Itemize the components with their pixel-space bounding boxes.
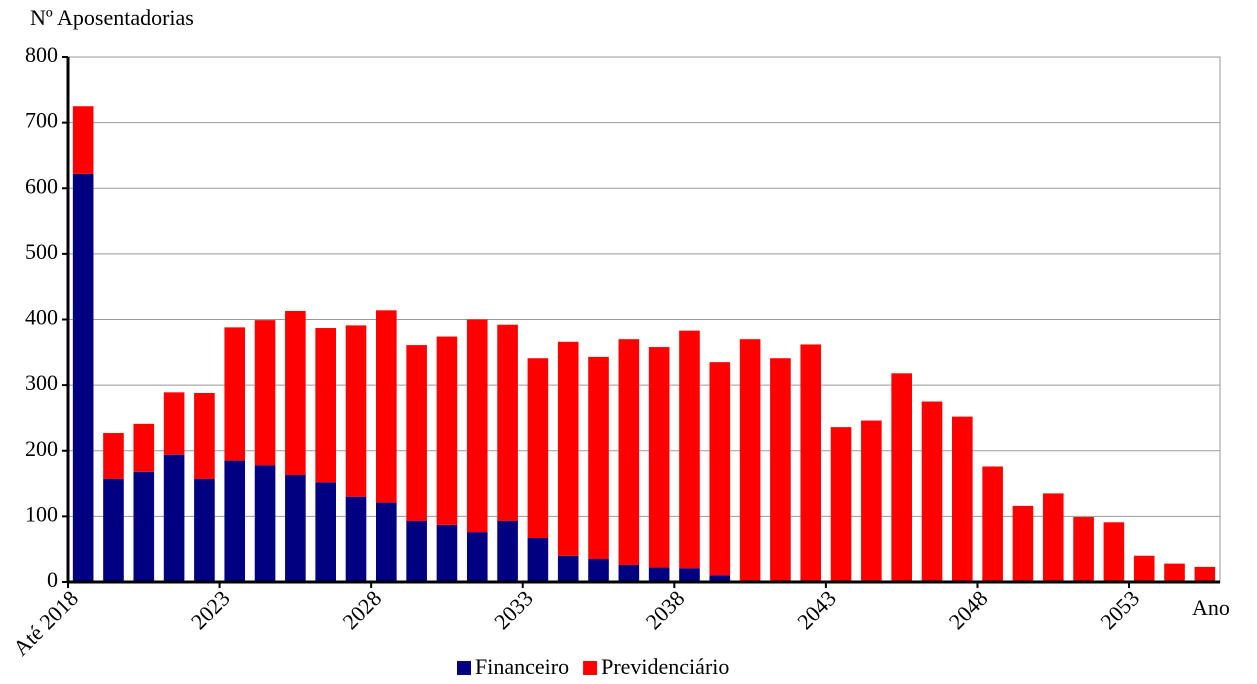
bar-segment <box>1073 517 1094 582</box>
y-tick-label: 400 <box>25 305 58 330</box>
legend-swatch <box>457 661 471 675</box>
legend-label: Financeiro <box>475 654 569 679</box>
bar-segment <box>254 320 276 466</box>
bar-segment <box>285 475 306 582</box>
bar-segment <box>557 555 579 582</box>
bar-segment <box>497 520 518 582</box>
x-tick-label: 2023 <box>186 585 235 634</box>
bar-segment <box>527 538 549 582</box>
bar-segment <box>466 319 488 533</box>
y-tick-label: 600 <box>25 173 58 198</box>
bar-segment <box>72 106 94 174</box>
x-tick-label: 2053 <box>1095 585 1144 634</box>
bar-segment <box>527 358 549 539</box>
bar-segment <box>679 330 700 569</box>
bar-segment <box>891 373 912 582</box>
bar-segment <box>1103 522 1125 582</box>
bar-segment <box>1164 563 1185 582</box>
bar-segment <box>285 310 306 476</box>
bar-segment <box>709 362 731 576</box>
bar-segment <box>830 427 852 582</box>
bar-segment <box>194 393 215 479</box>
bar-segment <box>770 358 791 582</box>
bar-segment <box>224 327 246 461</box>
bar-segment <box>739 339 761 582</box>
bar-segment <box>1133 555 1155 582</box>
y-tick-label: 500 <box>25 239 58 264</box>
bar-segment <box>648 347 670 568</box>
bar-segment <box>254 465 276 582</box>
bar-segment <box>103 478 124 582</box>
x-tick-label: 2028 <box>337 585 386 634</box>
bar-segment <box>497 324 518 521</box>
bar-segment <box>861 420 882 582</box>
y-tick-label: 100 <box>25 501 58 526</box>
bar-segment <box>133 471 155 582</box>
bar-segment <box>1042 493 1064 582</box>
x-axis-label: Ano <box>1192 595 1230 620</box>
y-tick-label: 0 <box>47 567 58 592</box>
y-tick-label: 700 <box>25 108 58 133</box>
bar-segment <box>315 482 336 582</box>
y-axis-label: Nº Aposentadorias <box>30 5 194 30</box>
bar-segment <box>1012 505 1034 582</box>
bar-segment <box>315 328 336 483</box>
bar-segment <box>163 454 185 582</box>
bar-segment <box>345 325 367 497</box>
bar-segment <box>921 401 943 582</box>
bar-segment <box>406 345 427 521</box>
x-tick-label: 2033 <box>489 585 538 634</box>
bar-segment <box>952 416 973 582</box>
bar-segment <box>709 575 731 582</box>
x-tick-label: 2038 <box>641 585 690 634</box>
bar-segment <box>436 336 458 525</box>
bar-segment <box>436 524 458 582</box>
bar-segment <box>679 568 700 582</box>
bar-segment <box>133 423 155 472</box>
bar-segment <box>376 310 397 503</box>
bar-segment <box>1194 566 1216 582</box>
legend-swatch <box>583 661 598 675</box>
bar-segment <box>406 520 427 582</box>
y-tick-label: 300 <box>25 370 58 395</box>
bar-segment <box>618 339 640 565</box>
legend-label: Previdenciário <box>601 654 729 679</box>
bar-segment <box>72 173 94 582</box>
bar-segment <box>588 559 609 582</box>
bar-segment <box>588 356 609 560</box>
bar-segment <box>648 567 670 582</box>
bar-segment <box>345 496 367 582</box>
bar-segment <box>466 532 488 582</box>
bar-segment <box>376 502 397 582</box>
bar-segment <box>103 433 124 479</box>
bar-segment <box>557 341 579 556</box>
x-tick-label: 2043 <box>792 585 841 634</box>
y-tick-label: 800 <box>25 42 58 67</box>
bar-segment <box>194 478 215 582</box>
bar-segment <box>618 564 640 582</box>
x-tick-label: 2048 <box>944 585 993 634</box>
bar-segment <box>800 344 822 582</box>
bar-segment <box>224 460 246 582</box>
x-tick-label: Até 2018 <box>8 585 83 660</box>
y-tick-label: 200 <box>25 436 58 461</box>
bar-segment <box>982 466 1003 582</box>
bar-segment <box>163 392 185 455</box>
